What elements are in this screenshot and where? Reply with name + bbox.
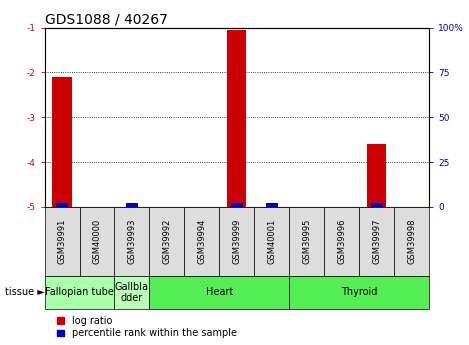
FancyBboxPatch shape bbox=[114, 207, 150, 276]
Text: GSM39999: GSM39999 bbox=[232, 219, 242, 264]
Text: Fallopian tube: Fallopian tube bbox=[45, 287, 114, 297]
FancyBboxPatch shape bbox=[359, 207, 394, 276]
Text: GDS1088 / 40267: GDS1088 / 40267 bbox=[45, 12, 167, 27]
FancyBboxPatch shape bbox=[150, 207, 184, 276]
Bar bbox=[126, 204, 138, 207]
Text: Heart: Heart bbox=[206, 287, 233, 297]
Text: GSM40001: GSM40001 bbox=[267, 219, 276, 264]
Bar bbox=[371, 204, 383, 207]
Text: Thyroid: Thyroid bbox=[341, 287, 378, 297]
Text: GSM39996: GSM39996 bbox=[337, 219, 346, 264]
Text: GSM39991: GSM39991 bbox=[58, 219, 67, 264]
Text: GSM39995: GSM39995 bbox=[302, 219, 311, 264]
Text: Gallbla
dder: Gallbla dder bbox=[115, 282, 149, 303]
FancyBboxPatch shape bbox=[184, 207, 219, 276]
FancyBboxPatch shape bbox=[289, 207, 324, 276]
Bar bbox=[265, 204, 278, 207]
Bar bbox=[231, 204, 243, 207]
FancyBboxPatch shape bbox=[45, 207, 80, 276]
FancyBboxPatch shape bbox=[150, 276, 289, 309]
Text: GSM39997: GSM39997 bbox=[372, 219, 381, 264]
Text: GSM40000: GSM40000 bbox=[92, 219, 101, 264]
Text: tissue ►: tissue ► bbox=[5, 287, 45, 297]
FancyBboxPatch shape bbox=[45, 276, 114, 309]
FancyBboxPatch shape bbox=[114, 276, 150, 309]
FancyBboxPatch shape bbox=[80, 207, 114, 276]
FancyBboxPatch shape bbox=[394, 207, 429, 276]
Bar bbox=[367, 144, 386, 207]
Text: GSM39998: GSM39998 bbox=[407, 219, 416, 264]
Text: GSM39993: GSM39993 bbox=[128, 219, 136, 264]
Text: GSM39994: GSM39994 bbox=[197, 219, 206, 264]
FancyBboxPatch shape bbox=[219, 207, 254, 276]
Bar bbox=[227, 30, 246, 207]
Text: GSM39992: GSM39992 bbox=[162, 219, 172, 264]
Bar bbox=[53, 77, 72, 207]
Legend: log ratio, percentile rank within the sample: log ratio, percentile rank within the sa… bbox=[57, 316, 237, 338]
FancyBboxPatch shape bbox=[289, 276, 429, 309]
Bar bbox=[56, 204, 68, 207]
FancyBboxPatch shape bbox=[254, 207, 289, 276]
FancyBboxPatch shape bbox=[324, 207, 359, 276]
